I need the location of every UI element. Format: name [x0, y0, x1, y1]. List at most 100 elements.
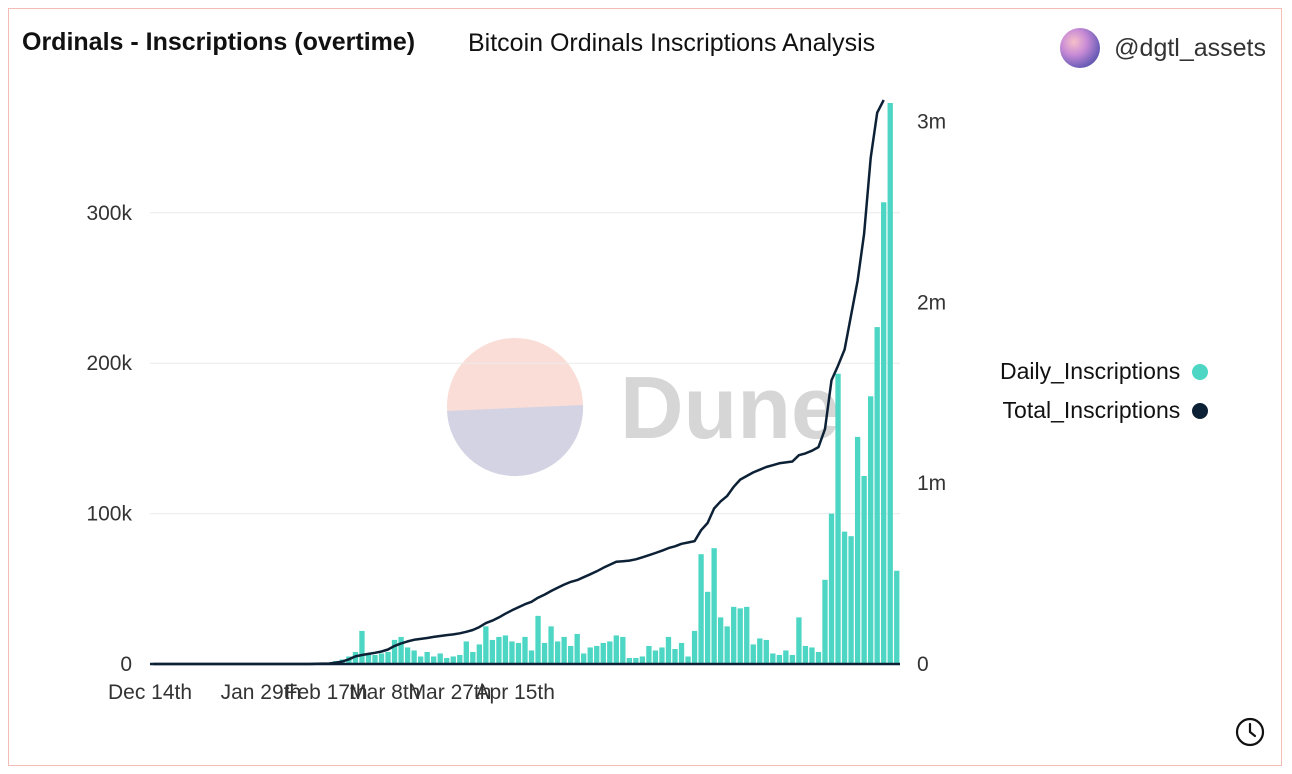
daily-bar[interactable]: [398, 636, 404, 664]
total-inscriptions-line[interactable]: [153, 99, 885, 666]
watermark-logo-bottom: [447, 405, 584, 477]
daily-bar[interactable]: [789, 654, 796, 664]
daily-bar[interactable]: [894, 570, 900, 664]
daily-bar[interactable]: [528, 650, 535, 664]
x-tick-label: Feb 17th: [285, 681, 368, 704]
total-line: [153, 99, 885, 666]
daily-bar[interactable]: [626, 657, 633, 664]
daily-bar[interactable]: [378, 653, 385, 664]
legend-item-daily[interactable]: Daily_Inscriptions: [1000, 352, 1209, 391]
daily-bar[interactable]: [881, 202, 887, 664]
daily-bar[interactable]: [561, 636, 567, 664]
daily-bar[interactable]: [796, 617, 802, 664]
daily-bar[interactable]: [594, 645, 600, 664]
daily-bar[interactable]: [737, 608, 743, 664]
daily-bar[interactable]: [620, 636, 626, 664]
daily-bar[interactable]: [802, 645, 809, 664]
daily-bar[interactable]: [476, 644, 483, 664]
author-name[interactable]: @dgtl_assets: [1114, 33, 1266, 62]
daily-bar[interactable]: [587, 647, 593, 664]
daily-bar[interactable]: [822, 579, 828, 664]
daily-bar[interactable]: [698, 554, 704, 664]
daily-bar[interactable]: [665, 636, 672, 664]
daily-bar[interactable]: [509, 641, 515, 664]
daily-bar[interactable]: [541, 642, 548, 664]
daily-bar[interactable]: [457, 654, 463, 664]
daily-bar[interactable]: [659, 647, 665, 664]
daily-bar[interactable]: [783, 650, 789, 664]
daily-bar[interactable]: [828, 513, 835, 664]
avatar[interactable]: [1060, 28, 1101, 68]
daily-bars: [150, 103, 900, 666]
daily-bar[interactable]: [554, 641, 561, 664]
daily-bar[interactable]: [548, 626, 554, 664]
daily-bar[interactable]: [711, 548, 717, 664]
daily-bar[interactable]: [848, 536, 854, 664]
daily-bar[interactable]: [809, 647, 815, 664]
daily-bar[interactable]: [567, 645, 574, 664]
x-tick-label: Mar 27th: [409, 681, 492, 704]
daily-bar[interactable]: [841, 531, 848, 664]
clock-icon[interactable]: [1234, 716, 1266, 748]
daily-bar[interactable]: [770, 653, 776, 664]
daily-bar[interactable]: [489, 639, 496, 664]
daily-bar[interactable]: [463, 641, 469, 664]
author-badge[interactable]: @dgtl_assets: [1060, 28, 1266, 68]
daily-bar[interactable]: [574, 633, 580, 664]
daily-bar[interactable]: [437, 653, 443, 664]
daily-bar[interactable]: [502, 635, 509, 664]
daily-bar[interactable]: [861, 476, 867, 664]
daily-bar[interactable]: [411, 650, 417, 664]
daily-bar[interactable]: [731, 606, 737, 664]
daily-bar[interactable]: [704, 591, 711, 664]
x-tick-label: Dec 14th: [108, 681, 192, 704]
daily-bar[interactable]: [385, 651, 391, 664]
left-axis: 0 100k 200k 300k: [86, 202, 132, 676]
daily-bar[interactable]: [887, 103, 893, 665]
daily-bar[interactable]: [854, 436, 861, 664]
daily-bar[interactable]: [450, 656, 456, 664]
daily-bar[interactable]: [724, 626, 730, 664]
legend-item-total[interactable]: Total_Inscriptions: [1000, 391, 1209, 430]
daily-bar[interactable]: [424, 651, 430, 664]
daily-bar[interactable]: [417, 656, 424, 664]
daily-bar[interactable]: [717, 617, 724, 664]
daily-bar[interactable]: [763, 639, 769, 664]
daily-bar[interactable]: [835, 373, 841, 664]
daily-bar[interactable]: [874, 327, 880, 664]
daily-bar[interactable]: [613, 635, 619, 664]
right-tick-label: 1m: [917, 472, 946, 495]
daily-bar[interactable]: [600, 642, 606, 664]
daily-bar[interactable]: [444, 657, 450, 664]
daily-bar[interactable]: [815, 651, 822, 664]
daily-bar[interactable]: [750, 644, 756, 664]
daily-bar[interactable]: [633, 657, 639, 664]
daily-bar[interactable]: [607, 641, 613, 664]
daily-bar[interactable]: [372, 654, 378, 664]
daily-bar[interactable]: [391, 639, 398, 664]
daily-bar[interactable]: [404, 647, 411, 664]
daily-bar[interactable]: [867, 396, 874, 664]
daily-bar[interactable]: [757, 638, 763, 664]
daily-bar[interactable]: [483, 626, 489, 664]
daily-bar[interactable]: [744, 606, 750, 664]
daily-bar[interactable]: [776, 654, 783, 664]
daily-bar[interactable]: [672, 648, 678, 664]
daily-bar[interactable]: [522, 636, 528, 664]
daily-bar[interactable]: [639, 656, 646, 664]
daily-bar[interactable]: [515, 642, 522, 664]
daily-bar[interactable]: [581, 653, 587, 664]
daily-bar[interactable]: [359, 630, 365, 664]
daily-bar[interactable]: [535, 615, 541, 664]
daily-bar[interactable]: [352, 651, 359, 664]
daily-bar[interactable]: [691, 630, 698, 664]
daily-bar[interactable]: [685, 656, 691, 664]
daily-bar[interactable]: [678, 642, 685, 664]
left-tick-label: 300k: [86, 202, 132, 225]
daily-bar[interactable]: [470, 651, 476, 664]
daily-bar[interactable]: [646, 645, 652, 664]
daily-bar[interactable]: [365, 653, 372, 664]
daily-bar[interactable]: [652, 650, 659, 664]
daily-bar[interactable]: [431, 656, 437, 664]
daily-bar[interactable]: [496, 636, 502, 664]
